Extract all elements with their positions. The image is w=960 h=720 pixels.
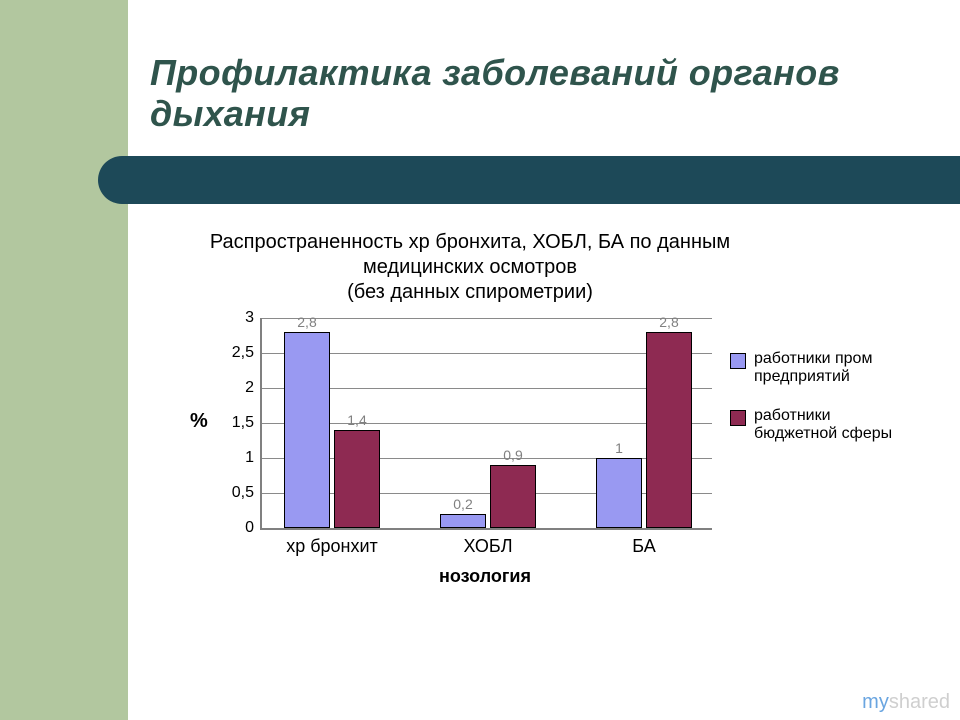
y-tick-label: 0,5: [232, 484, 254, 502]
x-tick-label: БА: [632, 536, 655, 557]
data-label: 0,9: [503, 447, 522, 463]
watermark-suffix: shared: [889, 691, 950, 713]
x-tick-label: ХОБЛ: [463, 536, 512, 557]
bar: [490, 465, 536, 528]
legend-swatch: [730, 353, 746, 369]
y-tick-label: 1,5: [232, 414, 254, 432]
y-axis-label: %: [190, 410, 208, 433]
chart-title-l3: (без данных спирометрии): [347, 281, 593, 303]
chart-title: Распространенность хр бронхита, ХОБЛ, БА…: [190, 230, 750, 305]
data-label: 0,2: [453, 496, 472, 512]
legend: работники пром предприятий работники бюд…: [730, 350, 910, 464]
legend-swatch: [730, 410, 746, 426]
bar: [596, 458, 642, 528]
page-title: Профилактика заболеваний органов дыхания: [150, 52, 910, 135]
legend-label: работники бюджетной сферы: [754, 407, 910, 444]
y-tick-label: 2: [245, 379, 254, 397]
chart-title-l2: медицинских осмотров: [363, 256, 577, 278]
data-label: 2,8: [659, 314, 678, 330]
y-tick-label: 2,5: [232, 344, 254, 362]
bar: [440, 514, 486, 528]
watermark-prefix: my: [862, 691, 889, 713]
data-label: 1,4: [347, 412, 366, 428]
bar: [334, 430, 380, 528]
legend-item: работники пром предприятий: [730, 350, 910, 387]
chart-title-l1: Распространенность хр бронхита, ХОБЛ, БА…: [210, 231, 730, 253]
legend-item: работники бюджетной сферы: [730, 407, 910, 444]
y-tick-label: 3: [245, 309, 254, 327]
bar: [284, 332, 330, 528]
x-axis-label: нозология: [260, 566, 710, 587]
plot-area: 00,511,522,53хр бронхит2,81,4ХОБЛ0,20,9Б…: [260, 318, 712, 530]
y-tick-label: 0: [245, 519, 254, 537]
slide-sidebar: [0, 0, 128, 720]
y-tick-label: 1: [245, 449, 254, 467]
ribbon-bar: [128, 156, 960, 204]
bar: [646, 332, 692, 528]
watermark: myshared: [862, 691, 950, 714]
data-label: 2,8: [297, 314, 316, 330]
grid-line: [262, 318, 712, 319]
legend-label: работники пром предприятий: [754, 350, 910, 387]
x-tick-label: хр бронхит: [286, 536, 378, 557]
chart: Распространенность хр бронхита, ХОБЛ, БА…: [190, 230, 910, 630]
data-label: 1: [615, 440, 623, 456]
